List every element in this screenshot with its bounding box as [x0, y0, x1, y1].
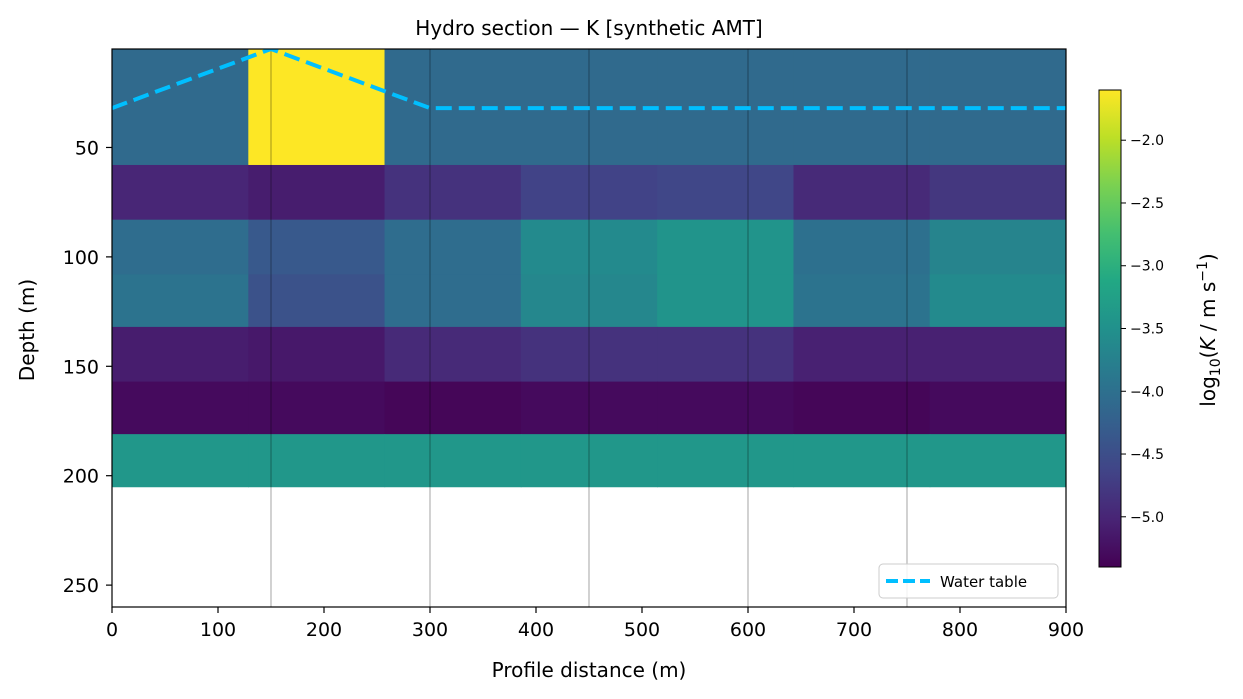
heatmap-cell-4-6: [929, 326, 1066, 383]
heatmap-cell-0-0: [112, 49, 249, 166]
x-tick-label-6: 600: [730, 619, 766, 641]
heatmap-cell-4-5: [793, 326, 931, 383]
y-tick-label-3: 200: [63, 466, 99, 488]
x-tick-label-3: 300: [412, 619, 448, 641]
heatmap-cell-2-4: [657, 219, 795, 275]
water-table-line-0: [112, 49, 1066, 111]
heatmap-cell-2-2: [384, 219, 522, 275]
heatmap-cell-2-1: [248, 219, 386, 275]
x-tick-label-2: 200: [306, 619, 342, 641]
heatmap-cell-6-6: [929, 434, 1066, 488]
colorbar-label-units: / m s: [1196, 282, 1220, 338]
colorbar-tick-label-2: −3.0: [1130, 259, 1164, 275]
heatmap-cell-4-2: [384, 326, 522, 383]
colorbar-tick-label-3: −3.5: [1130, 322, 1164, 338]
heatmap-cell-4-0: [112, 326, 249, 383]
heatmap-cell-6-1: [248, 434, 386, 488]
heatmap-cell-0-2: [384, 49, 522, 166]
heatmap-cell-2-5: [793, 219, 931, 275]
heatmap-cell-1-6: [929, 164, 1066, 221]
y-tick-label-1: 100: [63, 247, 99, 269]
heatmap-cell-1-1: [248, 164, 386, 221]
heatmap-cell-3-4: [657, 274, 795, 328]
heatmap-cell-5-2: [384, 381, 522, 435]
y-tick-label-4: 250: [63, 575, 99, 597]
heatmap-cell-1-0: [112, 164, 249, 221]
colorbar-label-close: ): [1196, 253, 1220, 261]
colorbar-tick-label-0: −2.0: [1130, 133, 1164, 149]
y-tick-label-2: 150: [63, 356, 99, 378]
legend-label: Water table: [940, 573, 1027, 591]
x-tick-label-4: 400: [518, 619, 554, 641]
colorbar-label: log10(K / m s−1): [1195, 253, 1224, 406]
heatmap-cell-1-5: [793, 164, 931, 221]
colorbar: −2.0 −2.5 −3.0 −3.5 −4.0 −4.5 −5.0: [1098, 89, 1164, 568]
colorbar-label-sub: 10: [1208, 358, 1224, 376]
heatmap-cell-3-0: [112, 274, 249, 328]
heatmap-cell-6-5: [793, 434, 931, 488]
heatmap-cell-6-0: [112, 434, 249, 488]
colorbar-label-open: (: [1196, 351, 1220, 359]
chart-title: Hydro section — K [synthetic AMT]: [415, 16, 762, 40]
heatmap-cell-5-0: [112, 381, 249, 435]
colorbar-tick-label-1: −2.5: [1130, 196, 1164, 212]
x-tick-label-5: 500: [624, 619, 660, 641]
heatmap-cell-1-2: [384, 164, 522, 221]
x-axis-label: Profile distance (m): [492, 658, 687, 682]
heatmap-cell-3-6: [929, 274, 1066, 328]
heatmap-cell-2-6: [929, 219, 1066, 275]
colorbar-bar: [1098, 89, 1122, 568]
heatmap-cell-6-2: [384, 434, 522, 488]
heatmap-cell-3-2: [384, 274, 522, 328]
y-tick-label-0: 50: [75, 137, 99, 159]
heatmap-cell-5-1: [248, 381, 386, 435]
x-tick-label-7: 700: [836, 619, 872, 641]
heatmap-cell-2-0: [112, 219, 249, 275]
plot-area: 0 100 200 300 400 500 600 700 800 900 50 100 150 200 2…: [63, 48, 1084, 641]
legend-box: [878, 563, 1059, 599]
colorbar-tick-label-6: −5.0: [1130, 510, 1164, 526]
heatmap-cell-6-4: [657, 434, 795, 488]
y-axis-label: Depth (m): [15, 279, 39, 381]
heatmap-cell-5-4: [657, 381, 795, 435]
colorbar-label-k: K: [1196, 336, 1220, 351]
colorbar-tick-label-4: −4.0: [1130, 384, 1164, 400]
colorbar-label-sup: −1: [1195, 261, 1211, 282]
heatmap-cell-4-1: [248, 326, 386, 383]
heatmap-cell-5-5: [793, 381, 931, 435]
x-tick-label-1: 100: [200, 619, 236, 641]
colorbar-tick-label-5: −4.5: [1130, 447, 1164, 463]
heatmap-cell-3-1: [248, 274, 386, 328]
heatmap-cell-1-4: [657, 164, 795, 221]
x-tick-label-9: 900: [1048, 619, 1084, 641]
x-tick-label-8: 800: [942, 619, 978, 641]
heatmap-cell-5-6: [929, 381, 1066, 435]
plot-frame: [111, 48, 1067, 608]
heatmap-cell-3-5: [793, 274, 931, 328]
legend: Water table: [878, 563, 1059, 599]
heatmap-cell-4-4: [657, 326, 795, 383]
colorbar-label-log: log: [1196, 376, 1220, 407]
x-tick-label-0: 0: [106, 619, 118, 641]
